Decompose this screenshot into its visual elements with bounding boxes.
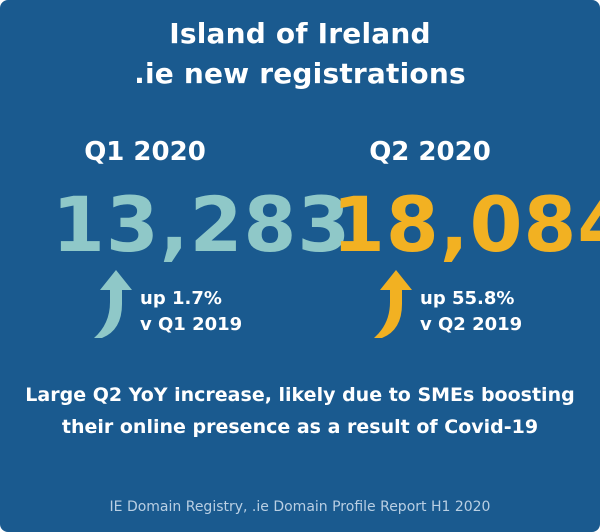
insight-note-line-1: Large Q2 YoY increase, likely due to SME… xyxy=(25,384,575,406)
q2-change-percent: up 55.8% xyxy=(420,288,515,309)
q1-change-comparison: v Q1 2019 xyxy=(140,314,243,335)
infographic-title: Island of Ireland .ie new registrations xyxy=(0,14,600,94)
title-line-1: Island of Ireland xyxy=(169,17,431,50)
q1-stat-block: Q1 2020 13,283 up 1.7% v Q1 2019 xyxy=(0,0,350,360)
q2-change-text: up 55.8% v Q2 2019 xyxy=(420,286,522,338)
insight-note-line-2: their online presence as a result of Cov… xyxy=(61,416,539,438)
insight-note: Large Q2 YoY increase, likely due to SME… xyxy=(0,379,600,443)
q2-stat-block: Q2 2020 18,084 up 55.8% v Q2 2019 xyxy=(300,0,600,360)
q1-registrations-value: 13,283 xyxy=(52,180,352,269)
curved-up-arrow-icon xyxy=(94,270,132,338)
q1-period-label: Q1 2020 xyxy=(84,137,206,167)
source-caption: IE Domain Registry, .ie Domain Profile R… xyxy=(109,499,491,515)
q2-change-comparison: v Q2 2019 xyxy=(420,314,523,335)
title-line-2: .ie new registrations xyxy=(134,57,466,90)
q1-change-text: up 1.7% v Q1 2019 xyxy=(140,286,242,338)
q2-registrations-value: 18,084 xyxy=(332,180,600,269)
curved-up-arrow-icon xyxy=(374,270,412,338)
q2-period-label: Q2 2020 xyxy=(369,137,491,167)
q1-change-percent: up 1.7% xyxy=(140,288,222,309)
